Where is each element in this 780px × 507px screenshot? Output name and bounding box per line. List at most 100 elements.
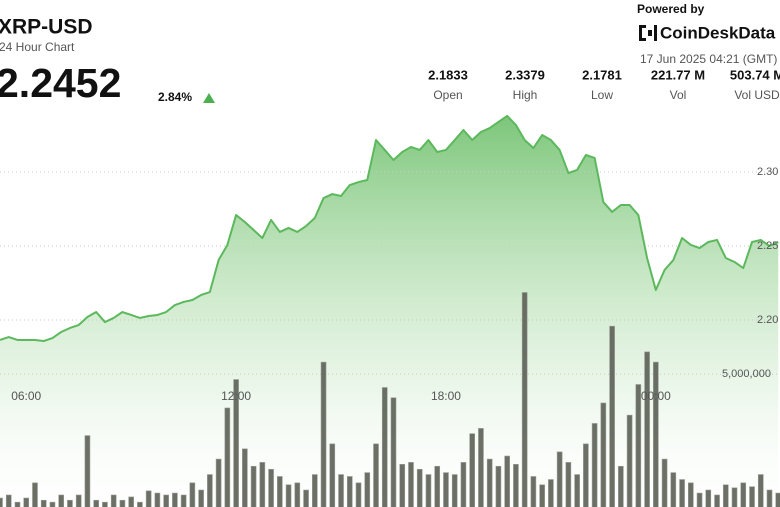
volume-bar	[731, 487, 738, 507]
volume-bar	[757, 474, 764, 507]
volume-bar	[653, 361, 659, 507]
volume-bar	[513, 464, 519, 507]
volume-bar	[399, 464, 406, 507]
volume-bar	[233, 379, 239, 507]
volume-bar	[355, 482, 362, 507]
volume-bar	[679, 479, 685, 507]
volume-bar	[618, 465, 624, 507]
volume-bar	[539, 484, 545, 507]
volume-bar	[469, 433, 475, 507]
x-tick-label: 06:00	[11, 389, 41, 403]
volume-bar	[443, 472, 449, 507]
price-area	[0, 115, 779, 507]
up-arrow	[203, 93, 215, 103]
volume-bar	[5, 494, 12, 507]
volume-bar	[416, 469, 423, 507]
volume-bar	[451, 474, 458, 507]
volume-bar	[434, 465, 441, 507]
volume-bar	[102, 501, 108, 507]
volume-bar	[381, 387, 388, 507]
volume-bar	[521, 292, 528, 507]
brand-name: CoinDeskData	[660, 23, 776, 42]
volume-bar	[32, 482, 38, 507]
volume-bar	[268, 469, 274, 507]
volume-bar	[635, 384, 642, 507]
volume-bar	[180, 494, 187, 507]
volume-bar	[0, 497, 3, 507]
volume-bar	[163, 494, 169, 507]
volume-bar	[749, 486, 755, 507]
volume-bar	[110, 494, 117, 507]
volume-bar	[259, 462, 266, 507]
volume-bar	[338, 474, 344, 507]
price-line	[0, 114, 779, 343]
volume-bar	[722, 484, 729, 507]
volume-bar	[565, 462, 572, 507]
volume-bar	[93, 499, 99, 507]
volume-bar	[644, 351, 650, 507]
stat-value: 2.1833	[428, 67, 468, 82]
volume-bar	[23, 497, 30, 507]
volume-bar	[207, 474, 213, 507]
volume-bar	[390, 397, 397, 507]
volume-bar	[49, 501, 56, 507]
volume-bar	[425, 474, 432, 507]
volume-bar	[119, 499, 126, 507]
stat-label: Low	[591, 88, 613, 102]
volume-bar	[67, 499, 73, 507]
volume-bar	[626, 414, 633, 507]
volume-bar	[40, 499, 47, 507]
volume-bar	[548, 479, 554, 507]
volume-bar	[154, 492, 161, 507]
volume-bar	[320, 361, 327, 507]
stat-label: High	[513, 88, 538, 102]
timestamp: 17 Jun 2025 04:21 (GMT)	[640, 52, 777, 66]
volume-bar	[661, 458, 668, 507]
volume-bar	[84, 435, 91, 507]
volume-bar	[172, 492, 178, 507]
volume-bar	[530, 476, 537, 507]
volume-bar	[408, 462, 414, 507]
y-tick-label: 2.25	[757, 240, 778, 252]
powered-by: Powered by	[637, 2, 705, 16]
y-tick-label: 2.20	[757, 314, 778, 326]
stat-value: 221.77 M	[651, 67, 705, 82]
volume-bar	[574, 474, 580, 507]
stat-label: Vol USD	[734, 88, 780, 102]
volume-bar	[277, 476, 283, 507]
volume-bar	[198, 489, 204, 507]
brand-logo-icon	[639, 25, 657, 41]
stats: 2.1833 Open 2.3379 High 2.1781 Low 221.77 M Vol…	[428, 67, 780, 102]
volume-bar	[495, 465, 502, 507]
volume-bar	[364, 472, 371, 507]
chart-title: XRP-USD	[0, 16, 93, 39]
volume-bar	[740, 482, 747, 507]
volume-bar	[329, 443, 336, 507]
header: XRP-USD 24 Hour Chart 2.2452 2.84% Power…	[0, 2, 777, 106]
y2-tick-label: 5,000,000	[722, 368, 771, 380]
volume-bar	[294, 482, 301, 507]
volume-bar	[670, 472, 677, 507]
stat-label: Open	[433, 88, 462, 102]
chart-subtitle: 24 Hour Chart	[0, 40, 75, 54]
stat-value: 503.74 M	[730, 67, 780, 82]
volume-bar	[373, 443, 379, 507]
volume-bar	[556, 451, 563, 507]
x-tick-label: 00:00	[641, 389, 671, 403]
volume-bar	[714, 494, 720, 507]
y-tick-label: 2.30	[757, 166, 778, 178]
volume-bar	[303, 489, 309, 507]
stat-value: 2.3379	[505, 67, 545, 82]
volume-bar	[486, 458, 493, 507]
volume-bar	[583, 443, 589, 507]
stat-value: 2.1781	[582, 67, 622, 82]
stat-label: Vol	[670, 88, 687, 102]
volume-bar	[696, 492, 703, 507]
x-tick-label: 18:00	[431, 389, 461, 403]
volume-bar	[766, 489, 773, 507]
volume-bar	[705, 489, 712, 507]
volume-bar	[609, 325, 615, 507]
volume-bar	[478, 428, 484, 507]
volume-bar	[688, 482, 694, 507]
